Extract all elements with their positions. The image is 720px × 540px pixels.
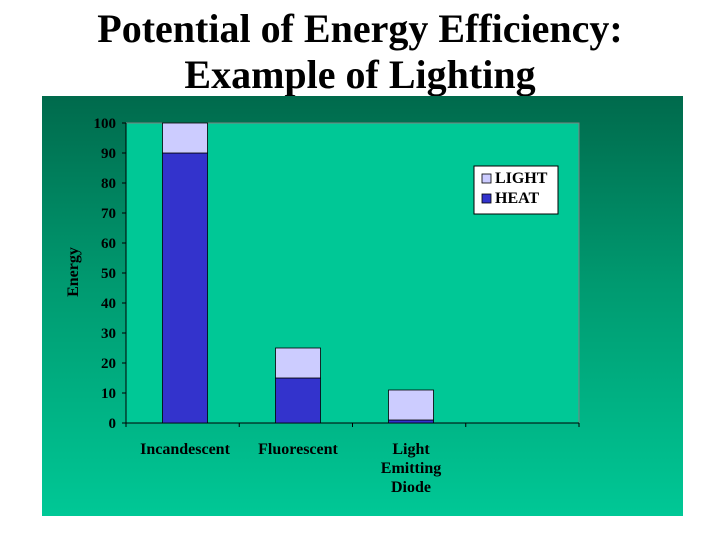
y-tick-label: 100 — [94, 116, 117, 132]
slide-title: Potential of Energy Efficiency: Example … — [0, 6, 720, 98]
y-tick-label: 30 — [101, 326, 116, 342]
legend-swatch-light — [481, 173, 492, 184]
y-tick-label: 20 — [101, 356, 116, 372]
y-axis-title: Energy — [65, 247, 82, 297]
title-line-1: Potential of Energy Efficiency: — [97, 6, 623, 51]
x-category-label: Incandescent — [140, 441, 230, 458]
y-tick-label: 90 — [101, 146, 116, 162]
y-tick-label: 70 — [101, 206, 116, 222]
x-category-label: Diode — [391, 479, 431, 496]
y-tick-label: 0 — [109, 416, 117, 432]
legend-swatch-heat — [481, 193, 492, 204]
y-tick-label: 40 — [101, 296, 116, 312]
bar-light-1 — [275, 347, 321, 379]
x-category-label: Fluorescent — [258, 441, 338, 458]
x-category-label: Emitting — [381, 460, 441, 477]
bar-heat-1 — [275, 377, 321, 424]
bar-light-2 — [388, 389, 434, 421]
title-line-2: Example of Lighting — [184, 52, 536, 97]
bar-heat-0 — [162, 152, 208, 424]
legend-label-light: LIGHT — [495, 170, 548, 187]
y-tick-label: 60 — [101, 236, 116, 252]
y-tick-label: 50 — [101, 266, 116, 282]
y-tick-label: 80 — [101, 176, 116, 192]
y-tick-label: 10 — [101, 386, 116, 402]
bar-heat-2 — [388, 419, 434, 424]
x-category-label: Light — [392, 441, 430, 458]
legend-label-heat: HEAT — [495, 190, 539, 207]
bar-light-0 — [162, 122, 208, 154]
